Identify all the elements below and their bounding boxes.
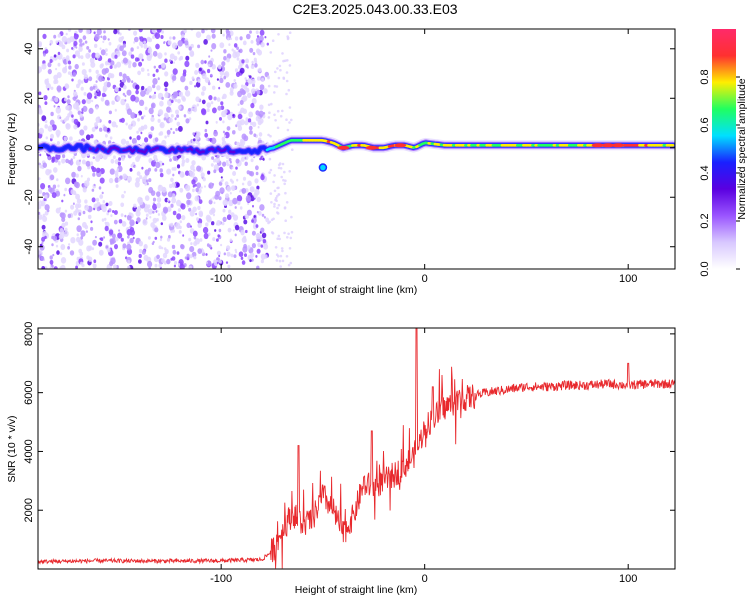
spectrogram-carrier xyxy=(38,135,675,172)
snr-ytick-label: 2000 xyxy=(23,498,35,522)
snr-ytick-label: 4000 xyxy=(23,439,35,463)
colorbar-tick-label: 0.4 xyxy=(699,165,711,180)
spectrogram-ytick-label: -20 xyxy=(23,189,35,205)
spectrogram-frame xyxy=(37,28,676,270)
snr-frame xyxy=(37,327,676,570)
colorbar-tick-label: 0.8 xyxy=(699,69,711,84)
spectrogram-xtick-label: 0 xyxy=(422,273,428,285)
spectrogram-ytick-label: -40 xyxy=(23,239,35,255)
snr-axes: -100 0 100 2000 4000 6000 8000 xyxy=(23,322,675,585)
colorbar-tick-label: 0.6 xyxy=(699,117,711,132)
spectrogram-ylabel: Frequency (Hz) xyxy=(6,113,18,185)
spectrogram-ytick-label: 20 xyxy=(23,92,35,104)
colorbar-gradient xyxy=(712,29,736,269)
spectrogram-xtick-label: -100 xyxy=(210,273,232,285)
spectrogram-xtick-label: 100 xyxy=(619,273,637,285)
spectrogram-axes: -100 0 100 -40 -20 0 20 40 xyxy=(23,29,675,285)
spectrogram-xlabel: Height of straight line (km) xyxy=(295,284,418,296)
snr-plot-area xyxy=(38,328,675,569)
colorbar-tick-label: 0.0 xyxy=(699,261,711,276)
snr-xtick-label: 100 xyxy=(619,573,637,585)
snr-xtick-label: 0 xyxy=(422,573,428,585)
spectrogram-plot-area xyxy=(38,29,675,269)
snr-panel: -100 0 100 2000 4000 6000 8000 Height of strai… xyxy=(6,322,676,596)
snr-xtick-label: -100 xyxy=(210,573,232,585)
spectrogram-ytick-label: 0 xyxy=(23,145,35,151)
colorbar-tick-label: 0.2 xyxy=(699,213,711,228)
figure-title: C2E3.2025.043.00.33.E03 xyxy=(292,1,457,17)
spectrogram-ytick-label: 40 xyxy=(23,43,35,55)
colorbar-label: Normalized spectral amplitude xyxy=(736,78,748,219)
spectrogram-panel: -100 0 100 -40 -20 0 20 40 Height of straight l… xyxy=(6,28,676,296)
snr-xlabel: Height of straight line (km) xyxy=(295,584,418,596)
snr-ytick-label: 8000 xyxy=(23,322,35,346)
colorbar-ticks: 0.0 0.2 0.4 0.6 0.8 xyxy=(699,69,740,277)
colorbar: 0.0 0.2 0.4 0.6 0.8 Normalized spectral ampl… xyxy=(699,29,748,277)
snr-series-line xyxy=(38,328,675,569)
snr-ytick-label: 6000 xyxy=(23,380,35,404)
snr-ylabel: SNR (10 * v/v) xyxy=(6,415,18,482)
